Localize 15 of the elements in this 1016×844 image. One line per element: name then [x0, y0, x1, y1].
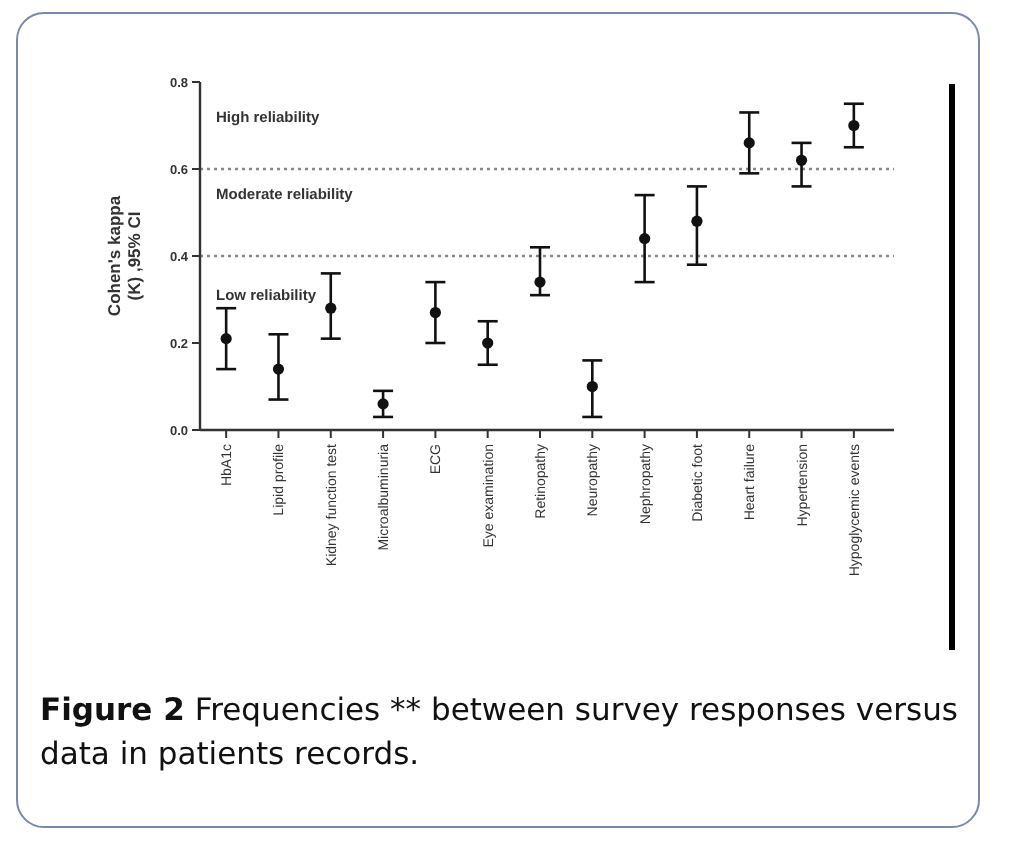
point — [586, 380, 598, 393]
point — [220, 333, 232, 345]
point — [325, 302, 337, 314]
point — [482, 337, 494, 349]
point — [272, 363, 285, 375]
point — [691, 215, 703, 227]
point — [377, 398, 389, 410]
point — [534, 276, 546, 288]
point — [429, 306, 441, 319]
point — [848, 119, 860, 132]
point — [639, 233, 651, 245]
point — [795, 154, 808, 166]
caption: Figure 2 — [40, 692, 185, 728]
y-axis-title: Cohen's kappa (K) ,95% CI — [104, 195, 144, 317]
point — [743, 137, 755, 149]
